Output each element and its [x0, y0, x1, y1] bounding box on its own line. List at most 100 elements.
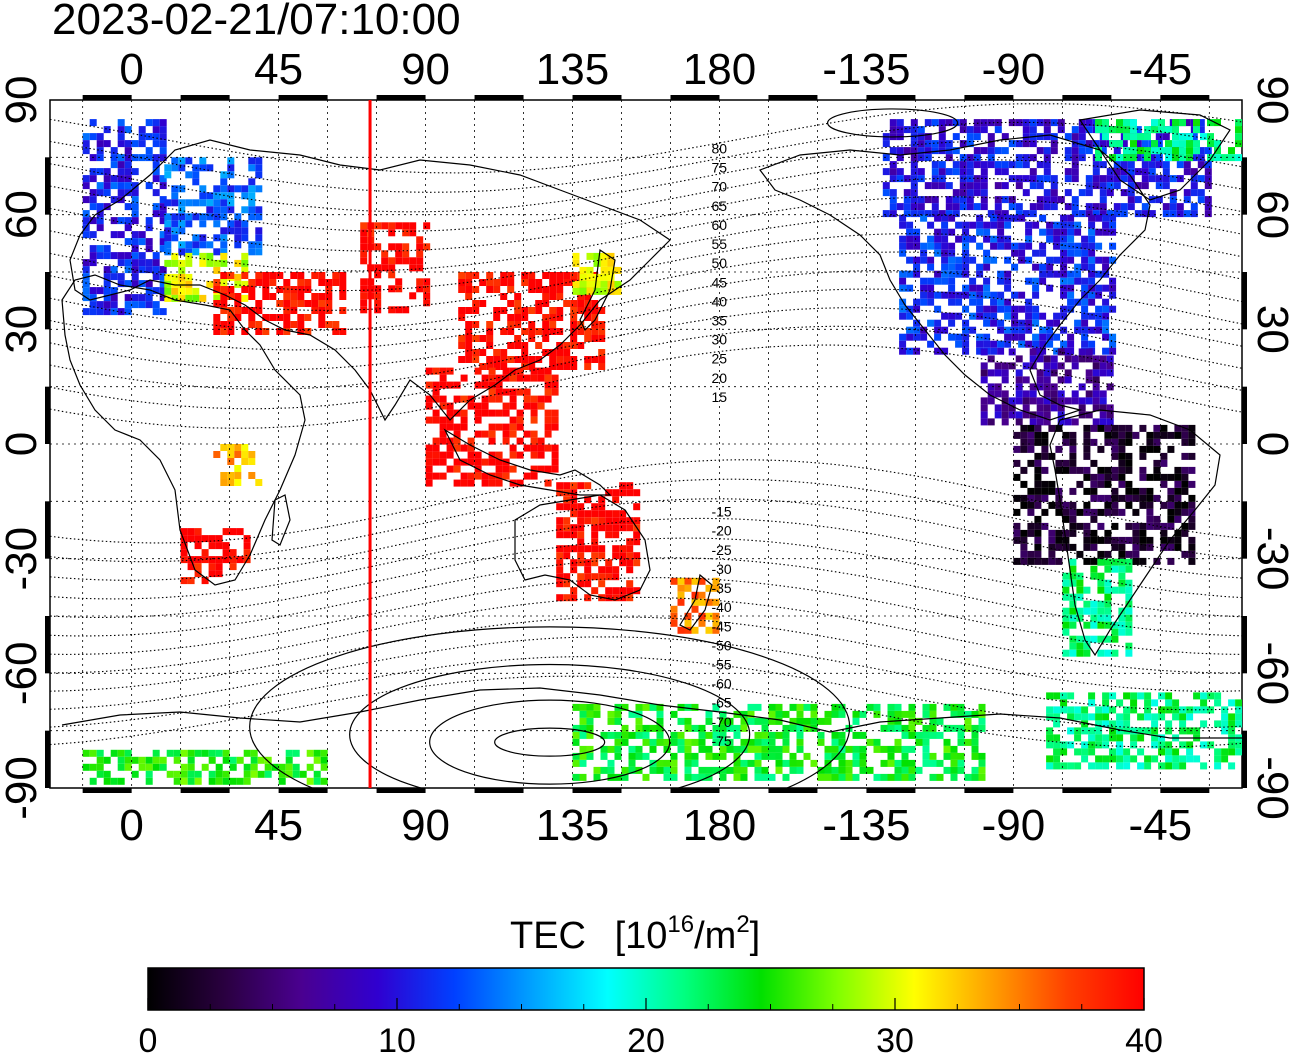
contour-label: -25 — [711, 542, 731, 558]
lon-tick-label-bottom: 90 — [401, 801, 450, 850]
coastline-eurasia — [69, 139, 671, 422]
tec-region-south-america-north — [1013, 424, 1196, 565]
lat-tick-label-right: 0 — [1248, 432, 1294, 456]
coastline-newzealand — [679, 573, 713, 631]
contour-label: -70 — [711, 714, 731, 730]
colorbar-tick-label: 40 — [1125, 1022, 1163, 1057]
tec-region-se-asia — [425, 367, 559, 487]
tec-data-layer — [82, 119, 1242, 785]
tec-region-east-africa — [213, 444, 263, 486]
contour-label: 60 — [711, 217, 727, 233]
colorbar-unit-close: ] — [750, 915, 761, 957]
lon-tick-label-bottom: 45 — [254, 801, 303, 850]
contour-label: 80 — [711, 141, 727, 157]
colorbar-unit-open: [10 — [615, 915, 668, 957]
axis-tick-labels: 0 0 45 45 90 90 135 135 180 180 -135 -135 -90 -90 -45 -… — [0, 45, 1294, 850]
lon-tick-label-bottom: -45 — [1129, 801, 1193, 850]
contour-label: 70 — [711, 179, 727, 195]
coastline-australia — [514, 494, 651, 601]
lat-tick-label-left: -90 — [0, 756, 46, 820]
contour-label: 40 — [711, 293, 727, 309]
coastlines — [61, 109, 1242, 739]
contour-label: -50 — [711, 637, 731, 653]
contour-label: -75 — [711, 733, 731, 749]
coastline-antarctica — [61, 687, 1242, 739]
lat-tick-label-left: -60 — [0, 642, 46, 706]
lat-tick-label-left: 30 — [0, 305, 46, 354]
colorbar-ticks: 0 10 20 30 40 — [139, 998, 1163, 1057]
contour-label: 15 — [711, 389, 727, 405]
tec-region-north-america — [899, 214, 1117, 355]
lon-tick-label-top: -90 — [982, 45, 1046, 94]
contour-label: -15 — [711, 504, 731, 520]
lon-tick-label-top: 45 — [254, 45, 303, 94]
lon-tick-label-top: 135 — [536, 45, 609, 94]
contour-label: -65 — [711, 695, 731, 711]
coastline-madagascar — [271, 494, 291, 546]
lon-tick-label-top: 180 — [683, 45, 756, 94]
colorbar-tick-label: 20 — [627, 1022, 665, 1057]
lat-tick-label-right: 90 — [1248, 76, 1294, 125]
lon-tick-label-top: 90 — [401, 45, 450, 94]
tec-region-europe-central — [164, 157, 263, 256]
contour-label: 55 — [711, 236, 727, 252]
colorbar-unit-mid: /m — [694, 915, 736, 957]
lat-tick-label-right: -60 — [1248, 642, 1294, 706]
axis-edge-bars — [45, 95, 1247, 793]
lon-tick-label-bottom: -135 — [822, 801, 910, 850]
contour-label: -40 — [711, 599, 731, 615]
coastline-africa — [61, 274, 306, 586]
tec-region-antarctica-pacific — [572, 703, 986, 781]
coastline-indonesia — [443, 428, 612, 496]
lat-tick-label-left: 0 — [0, 432, 46, 456]
contour-label: -30 — [711, 561, 731, 577]
colorbar: TEC [1016/m2] 0 10 20 30 40 — [139, 911, 1163, 1057]
coastline-japan — [579, 248, 616, 332]
lat-tick-label-left: 90 — [0, 76, 46, 125]
lat-tick-label-right: -90 — [1248, 756, 1294, 820]
contour-label: 45 — [711, 274, 727, 290]
contour-label: 20 — [711, 370, 727, 386]
contour-label: -55 — [711, 657, 731, 673]
coastline-greenland — [1078, 109, 1231, 201]
coastline-north-america — [759, 134, 1151, 421]
lat-tick-label-left: -30 — [0, 527, 46, 591]
tec-region-turkey-mideast — [213, 272, 347, 335]
lon-tick-label-bottom: 180 — [683, 801, 756, 850]
contour-label: -45 — [711, 618, 731, 634]
colorbar-title: TEC [1016/m2] — [510, 911, 760, 957]
colorbar-title-text: TEC — [510, 915, 586, 957]
contour-label: -35 — [711, 580, 731, 596]
lat-tick-label-left: 60 — [0, 190, 46, 239]
tec-region-japan-north — [572, 252, 622, 295]
lon-tick-label-top: 0 — [119, 45, 143, 94]
lon-tick-label-top: -135 — [822, 45, 910, 94]
colorbar-unit-exponent: 16 — [667, 911, 694, 938]
contour-label: 50 — [711, 255, 727, 271]
colorbar-tick-label: 0 — [139, 1022, 158, 1057]
contour-label: -20 — [711, 523, 731, 539]
colorbar-tick-label: 10 — [378, 1022, 416, 1057]
contour-label: 30 — [711, 332, 727, 348]
coastline-south-america — [1049, 409, 1221, 657]
contour-labels: 80 75 70 65 60 55 50 45 40 35 30 25 20 15 -15 -20 -25 -30… — [711, 141, 731, 749]
contour-label: 75 — [711, 160, 727, 176]
lon-tick-label-bottom: 0 — [119, 801, 143, 850]
lat-tick-label-right: -30 — [1248, 527, 1294, 591]
lon-tick-label-top: -45 — [1129, 45, 1193, 94]
contour-label: -60 — [711, 676, 731, 692]
contour-label: 65 — [711, 198, 727, 214]
magnetic-latitude-contours — [50, 103, 1242, 788]
colorbar-unit-square: 2 — [736, 911, 749, 938]
contour-label: 25 — [711, 351, 727, 367]
contour-label: 35 — [711, 313, 727, 329]
graticule — [50, 100, 1242, 788]
lon-tick-label-bottom: 135 — [536, 801, 609, 850]
timestamp-title: 2023-02-21/07:10:00 — [52, 0, 461, 44]
lat-tick-label-right: 30 — [1248, 305, 1294, 354]
lat-tick-label-right: 60 — [1248, 190, 1294, 239]
tec-region-central-america — [980, 348, 1114, 426]
tec-region-southern-africa — [180, 528, 251, 585]
lon-tick-label-bottom: -90 — [982, 801, 1046, 850]
